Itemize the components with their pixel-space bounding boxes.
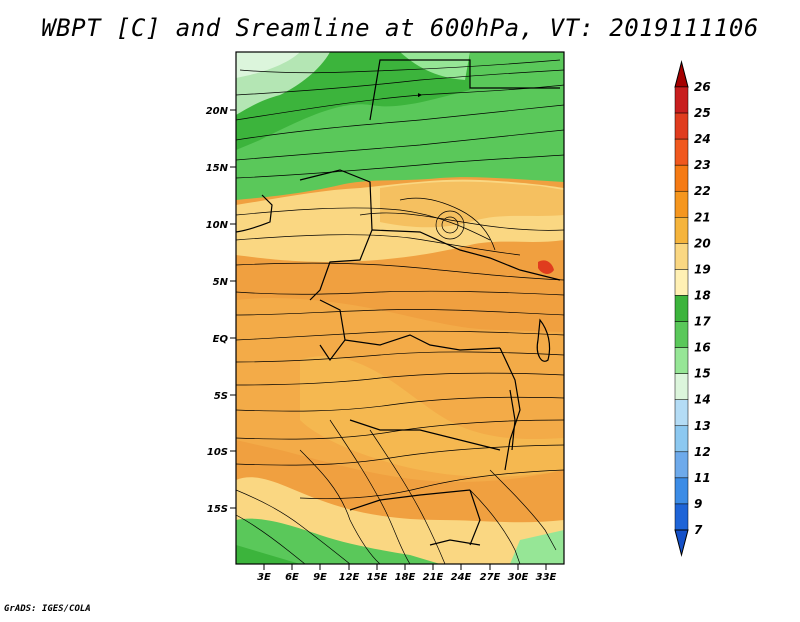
colorbar-label: 9 — [694, 497, 702, 511]
lon-label: 18E — [395, 572, 416, 583]
colorbar-label: 12 — [694, 445, 711, 459]
colorbar-label: 15 — [694, 367, 711, 381]
colorbar-segment — [674, 477, 689, 505]
country-borders — [236, 59, 561, 546]
chart-title: WBPT [C] and Sreamline at 600hPa, VT: 20… — [41, 14, 759, 42]
lat-label: 15S — [207, 504, 228, 515]
colorbar-segment — [674, 451, 689, 479]
colorbar-segment — [674, 347, 689, 374]
colorbar-label: 11 — [694, 471, 711, 485]
lon-label: 15E — [367, 572, 388, 583]
colorbar-label: 17 — [694, 315, 711, 329]
lon-label: 30E — [508, 572, 529, 583]
colorbar-label: 19 — [694, 262, 711, 276]
colorbar-segment — [674, 399, 689, 427]
lat-label: 5S — [214, 391, 228, 402]
colorbar-segment — [674, 112, 689, 140]
colorbar-segment — [674, 138, 689, 166]
lon-label: 33E — [536, 572, 557, 583]
colorbar-segment — [674, 321, 689, 348]
colorbar: 26 25 24 23 22 21 20 19 18 17 16 15 14 13 12 11 9 7 — [674, 60, 711, 557]
colorbar-segment — [674, 295, 689, 322]
lon-label: 9E — [313, 572, 327, 583]
colorbar-bottom-arrow — [674, 529, 689, 557]
colorbar-label: 25 — [694, 106, 711, 120]
lat-label: 10N — [206, 220, 229, 231]
longitude-axis: 3E 6E 9E 12E 15E 18E 21E 24E 27E 30E 33E — [257, 564, 557, 583]
colorbar-segment — [674, 164, 689, 192]
latitude-axis: 20N 15N 10N 5N EQ 5S 10S 15S — [206, 106, 236, 515]
colorbar-segment — [674, 217, 689, 244]
colorbar-segment — [674, 86, 689, 114]
colorbar-label: 21 — [694, 210, 711, 224]
colorbar-segment — [674, 243, 689, 270]
colorbar-label: 24 — [694, 132, 711, 146]
colorbar-label: 26 — [694, 80, 711, 94]
streamlines — [236, 59, 564, 564]
colorbar-label: 16 — [694, 341, 711, 355]
lon-label: 27E — [480, 572, 501, 583]
colorbar-segment — [674, 425, 689, 453]
lon-label: 12E — [339, 572, 360, 583]
colorbar-top-arrow — [674, 60, 689, 88]
wbpt-field — [236, 52, 564, 564]
lat-label: 5N — [213, 277, 229, 288]
credit-label: GrADS: IGES/COLA — [4, 604, 91, 614]
lon-label: 3E — [257, 572, 271, 583]
colorbar-label: 14 — [694, 393, 711, 407]
colorbar-segment — [674, 503, 689, 531]
lon-label: 24E — [451, 572, 472, 583]
lat-label: EQ — [213, 334, 229, 345]
lon-label: 21E — [423, 572, 444, 583]
colorbar-label: 20 — [694, 236, 711, 250]
colorbar-label: 13 — [694, 419, 711, 433]
lat-label: 15N — [206, 163, 229, 174]
colorbar-label: 23 — [694, 158, 711, 172]
colorbar-label: 18 — [694, 288, 711, 302]
lat-label: 10S — [207, 447, 228, 458]
colorbar-label: 22 — [694, 184, 711, 198]
colorbar-label: 7 — [694, 523, 703, 537]
lat-label: 20N — [206, 106, 229, 117]
lon-label: 6E — [285, 572, 299, 583]
colorbar-segment — [674, 190, 689, 218]
map-frame — [235, 51, 565, 565]
colorbar-segment — [674, 269, 689, 296]
colorbar-segment — [674, 373, 689, 400]
